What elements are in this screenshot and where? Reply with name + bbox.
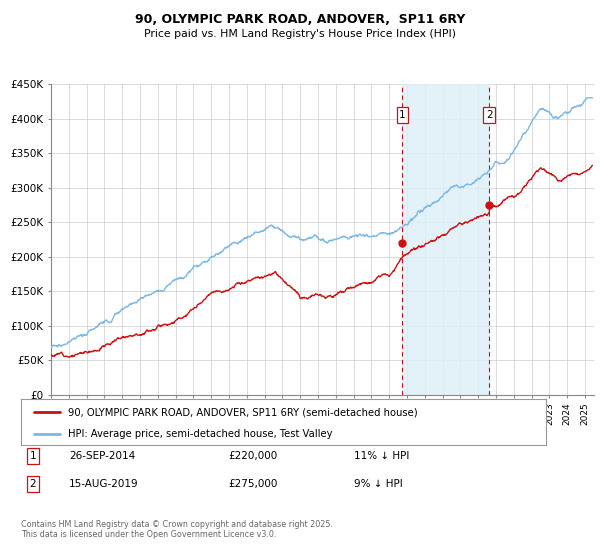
Text: Price paid vs. HM Land Registry's House Price Index (HPI): Price paid vs. HM Land Registry's House …	[144, 29, 456, 39]
Text: Contains HM Land Registry data © Crown copyright and database right 2025.
This d: Contains HM Land Registry data © Crown c…	[21, 520, 333, 539]
Text: 11% ↓ HPI: 11% ↓ HPI	[354, 451, 409, 461]
Text: 90, OLYMPIC PARK ROAD, ANDOVER, SP11 6RY (semi-detached house): 90, OLYMPIC PARK ROAD, ANDOVER, SP11 6RY…	[68, 407, 418, 417]
Text: 1: 1	[399, 110, 406, 120]
Bar	[403, 84, 490, 395]
Text: £275,000: £275,000	[228, 479, 277, 489]
Text: HPI: Average price, semi-detached house, Test Valley: HPI: Average price, semi-detached house,…	[68, 429, 333, 438]
Text: 15-AUG-2019: 15-AUG-2019	[69, 479, 139, 489]
Text: 26-SEP-2014: 26-SEP-2014	[69, 451, 135, 461]
Text: £220,000: £220,000	[228, 451, 277, 461]
Text: 90, OLYMPIC PARK ROAD, ANDOVER,  SP11 6RY: 90, OLYMPIC PARK ROAD, ANDOVER, SP11 6RY	[135, 13, 465, 26]
Text: 2: 2	[29, 479, 37, 489]
Text: 9% ↓ HPI: 9% ↓ HPI	[354, 479, 403, 489]
Text: 1: 1	[29, 451, 37, 461]
Text: 2: 2	[486, 110, 493, 120]
